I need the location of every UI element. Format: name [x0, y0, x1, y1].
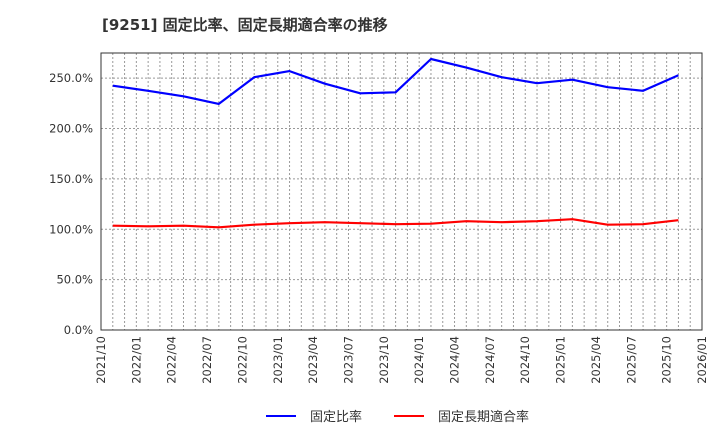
x-tick-label: 2024/07: [483, 336, 497, 384]
x-tick-label: 2022/01: [129, 336, 143, 384]
x-tick-label: 2026/01: [695, 336, 709, 384]
legend-label: 固定比率: [310, 410, 363, 425]
grid-lines: [101, 53, 702, 330]
legend-label: 固定長期適合率: [438, 410, 530, 425]
x-tick-label: 2021/10: [94, 336, 108, 384]
x-tick-label: 2022/10: [235, 336, 249, 384]
y-tick-label: 150.0%: [49, 172, 93, 186]
x-tick-label: 2024/10: [518, 336, 532, 384]
legend-item-fixed-ratio: 固定比率: [266, 406, 362, 425]
x-tick-label: 2022/07: [200, 336, 214, 384]
x-tick-label: 2023/07: [341, 336, 355, 384]
x-tick-label: 2023/01: [271, 336, 285, 384]
plot-frame: [100, 52, 703, 331]
y-tick-label: 250.0%: [49, 71, 93, 85]
x-tick-label: 2022/04: [165, 336, 179, 384]
x-tick-label: 2025/01: [554, 336, 568, 384]
x-tick-label: 2023/10: [377, 336, 391, 384]
x-tick-label: 2024/01: [412, 336, 426, 384]
x-tick-label: 2025/10: [660, 336, 674, 384]
y-tick-label: 0.0%: [64, 323, 93, 337]
legend-swatch-red-line-icon: [394, 414, 424, 417]
x-tick-label: 2025/04: [589, 336, 603, 384]
x-axis: 2021/10 2022/01 2022/04 2022/07 2022/10 2023/…: [94, 336, 709, 384]
legend-swatch-blue-line-icon: [266, 414, 296, 417]
y-tick-label: 50.0%: [56, 273, 93, 287]
x-tick-label: 2025/07: [624, 336, 638, 384]
y-axis: 0.0% 50.0% 100.0% 150.0% 200.0% 250.0%: [49, 71, 93, 337]
chart-title: [9251] 固定比率、固定長期適合率の推移: [102, 16, 388, 34]
legend: 固定比率 固定長期適合率: [0, 406, 720, 426]
series-line-0: [112, 57, 679, 106]
y-tick-label: 100.0%: [49, 222, 93, 236]
data-series: [112, 57, 679, 229]
y-tick-label: 200.0%: [49, 122, 93, 136]
series-line-1: [112, 218, 679, 229]
x-tick-label: 2024/04: [448, 336, 462, 384]
x-tick-label: 2023/04: [306, 336, 320, 384]
legend-item-fixed-long-term-ratio: 固定長期適合率: [394, 406, 529, 425]
